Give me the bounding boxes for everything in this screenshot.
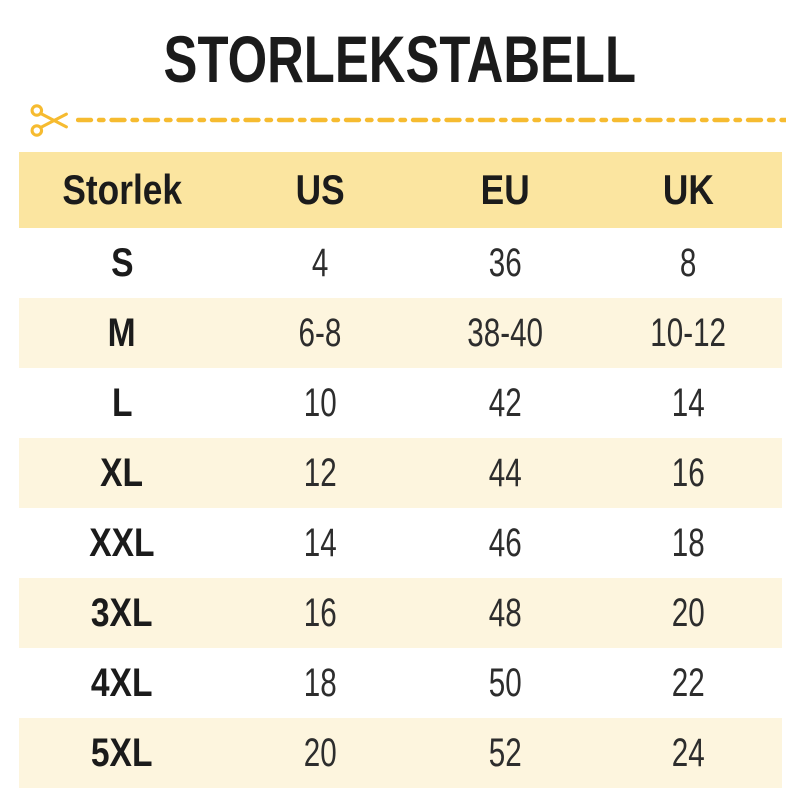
- us-value-cell: 18: [225, 648, 416, 718]
- us-value: 18: [303, 660, 337, 705]
- table-row-xxl: XXL 14 46 18: [19, 508, 782, 578]
- us-value: 16: [303, 590, 337, 635]
- uk-value: 16: [672, 450, 705, 495]
- size-label: XXL: [89, 520, 155, 565]
- us-value: 12: [303, 450, 337, 495]
- dashed-cut-line: [76, 117, 786, 123]
- eu-value-cell: 38-40: [416, 298, 595, 368]
- size-label: S: [110, 240, 134, 285]
- size-label-cell: XL: [19, 438, 225, 508]
- header-us-label: US: [295, 166, 345, 213]
- header-storlek-label: Storlek: [62, 166, 182, 213]
- header-storlek: Storlek: [19, 152, 225, 228]
- table-row-l: L 10 42 14: [19, 368, 782, 438]
- uk-value-cell: 22: [595, 648, 782, 718]
- size-label-cell: 4XL: [19, 648, 225, 718]
- uk-value-cell: 16: [595, 438, 782, 508]
- us-value: 14: [303, 520, 337, 565]
- size-label-cell: M: [19, 298, 225, 368]
- cut-line: [30, 100, 786, 140]
- uk-value-cell: 20: [595, 578, 782, 648]
- us-value: 10: [303, 380, 337, 425]
- size-label: 4XL: [91, 660, 153, 705]
- uk-value: 20: [672, 590, 705, 635]
- size-label-cell: L: [19, 368, 225, 438]
- eu-value: 38-40: [467, 310, 544, 355]
- size-label-cell: S: [19, 228, 225, 298]
- header-eu-label: EU: [480, 166, 530, 213]
- size-label: L: [111, 380, 133, 425]
- uk-value-cell: 10-12: [595, 298, 782, 368]
- table-row-4xl: 4XL 18 50 22: [19, 648, 782, 718]
- scissors-icon: [30, 103, 68, 137]
- table-header-row: Storlek US EU UK: [19, 152, 782, 228]
- uk-value: 18: [672, 520, 705, 565]
- table-row-xl: XL 12 44 16: [19, 438, 782, 508]
- us-value-cell: 4: [225, 228, 416, 298]
- size-label-cell: 5XL: [19, 718, 225, 788]
- uk-value: 8: [680, 240, 697, 285]
- us-value: 4: [312, 240, 329, 285]
- eu-value-cell: 46: [416, 508, 595, 578]
- uk-value: 22: [672, 660, 705, 705]
- page-title-text: STORLEKSTABELL: [163, 22, 637, 96]
- us-value-cell: 10: [225, 368, 416, 438]
- uk-value: 10-12: [650, 310, 727, 355]
- uk-value-cell: 24: [595, 718, 782, 788]
- size-label: 5XL: [91, 730, 153, 775]
- us-value-cell: 6-8: [225, 298, 416, 368]
- size-label: 3XL: [91, 590, 153, 635]
- size-label-cell: XXL: [19, 508, 225, 578]
- eu-value: 50: [488, 660, 522, 705]
- header-uk-label: UK: [663, 166, 714, 213]
- uk-value-cell: 14: [595, 368, 782, 438]
- table-row-5xl: 5XL 20 52 24: [19, 718, 782, 788]
- size-label-cell: 3XL: [19, 578, 225, 648]
- table-row-s: S 4 36 8: [19, 228, 782, 298]
- eu-value: 46: [488, 520, 522, 565]
- uk-value-cell: 18: [595, 508, 782, 578]
- page-title: STORLEKSTABELL: [0, 26, 800, 92]
- header-eu: EU: [416, 152, 595, 228]
- size-table-body: S 4 36 8 M 6-8 38-40 10-12 L 10 42 14 XL 12 44 16 XXL 14 4…: [19, 228, 782, 788]
- us-value-cell: 12: [225, 438, 416, 508]
- size-label: XL: [100, 450, 144, 495]
- eu-value: 52: [488, 730, 522, 775]
- header-us: US: [225, 152, 416, 228]
- eu-value: 42: [488, 380, 522, 425]
- eu-value: 44: [488, 450, 522, 495]
- eu-value-cell: 44: [416, 438, 595, 508]
- eu-value-cell: 52: [416, 718, 595, 788]
- header-uk: UK: [595, 152, 782, 228]
- us-value: 20: [303, 730, 337, 775]
- us-value-cell: 14: [225, 508, 416, 578]
- eu-value-cell: 36: [416, 228, 595, 298]
- us-value-cell: 16: [225, 578, 416, 648]
- us-value-cell: 20: [225, 718, 416, 788]
- table-row-m: M 6-8 38-40 10-12: [19, 298, 782, 368]
- title-area: STORLEKSTABELL: [0, 0, 800, 92]
- eu-value-cell: 50: [416, 648, 595, 718]
- eu-value-cell: 42: [416, 368, 595, 438]
- size-table: Storlek US EU UK S 4 36 8 M 6-8 38-40 10-12 L 10 4…: [19, 152, 782, 788]
- size-label: M: [107, 310, 136, 355]
- eu-value-cell: 48: [416, 578, 595, 648]
- eu-value: 36: [488, 240, 522, 285]
- eu-value: 48: [488, 590, 522, 635]
- uk-value-cell: 8: [595, 228, 782, 298]
- table-row-3xl: 3XL 16 48 20: [19, 578, 782, 648]
- uk-value: 24: [672, 730, 705, 775]
- uk-value: 14: [672, 380, 705, 425]
- us-value: 6-8: [298, 310, 342, 355]
